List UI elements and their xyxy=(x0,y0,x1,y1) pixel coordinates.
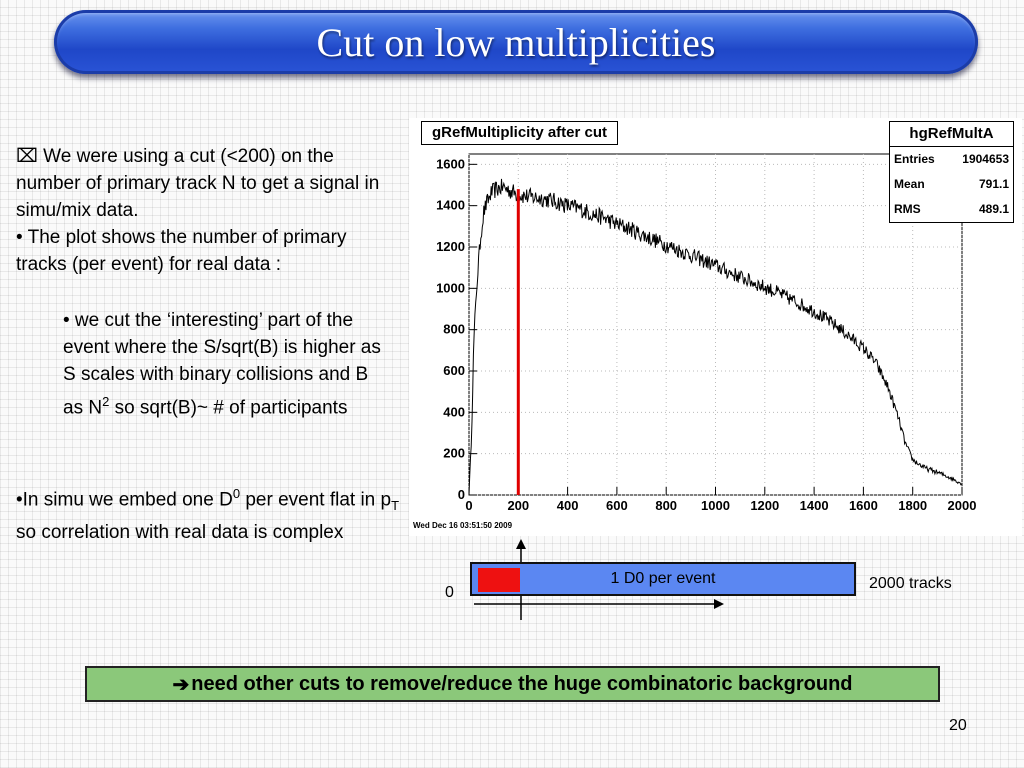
x-tick-label: 1800 xyxy=(898,498,927,513)
y-tick-label: 200 xyxy=(443,446,465,461)
y-tick-label: 1600 xyxy=(436,156,465,171)
y-tick-label: 800 xyxy=(443,322,465,337)
stats-row-mean: Mean 791.1 xyxy=(890,172,1013,197)
arrow-right-icon xyxy=(714,599,724,609)
bullet-text: so sqrt(B)~ # of participants xyxy=(109,397,348,419)
stats-label: Entries xyxy=(894,152,935,166)
stats-value: 489.1 xyxy=(978,202,1009,216)
superscript: 2 xyxy=(102,394,110,409)
histogram-chart: 0 200 400 600 800 1000 1200 1400 1600 1800 2000 0 20… xyxy=(436,153,977,513)
stats-box: hgRefMultA Entries 1904653 Mean 791.1 RM… xyxy=(889,121,1014,223)
y-tick-label: 0 xyxy=(458,487,465,502)
bullet-icon: • xyxy=(16,489,23,511)
x-tick-label: 2000 xyxy=(948,498,977,513)
y-tick-label: 1400 xyxy=(436,198,465,213)
stats-value: 1904653 xyxy=(962,152,1009,166)
bullet-text: The plot shows the number of primary tra… xyxy=(16,227,347,275)
superscript: 0 xyxy=(232,486,241,501)
stats-row-rms: RMS 489.1 xyxy=(890,197,1013,222)
slide-title-bar: Cut on low multiplicities xyxy=(54,10,978,74)
track-end-label: 2000 tracks xyxy=(869,575,952,592)
y-tick-label: 1200 xyxy=(436,239,465,254)
stats-label: Mean xyxy=(894,177,925,191)
stats-row-entries: Entries 1904653 xyxy=(890,147,1013,172)
bullet-text: per event flat in p xyxy=(240,489,392,511)
bullet-text: In simu we embed one D xyxy=(22,489,233,511)
x-tick-label: 0 xyxy=(465,498,472,513)
chart-datestamp: Wed Dec 16 03:51:50 2009 xyxy=(413,521,513,530)
x-tick-label: 1000 xyxy=(701,498,730,513)
bullet-plot-description: • The plot shows the number of primary t… xyxy=(16,224,386,278)
bullet-text: we cut the ‘interesting’ part of the eve… xyxy=(63,310,381,419)
arrow-up-icon xyxy=(516,539,526,549)
stats-name: hgRefMultA xyxy=(890,122,1013,147)
histogram-panel: 0 200 400 600 800 1000 1200 1400 1600 1800 2000 0 20… xyxy=(409,118,1022,536)
x-tick-label: 600 xyxy=(606,498,628,513)
y-tick-label: 600 xyxy=(443,363,465,378)
x-tick-label: 1200 xyxy=(750,498,779,513)
x-tick-label: 200 xyxy=(507,498,529,513)
cut-region xyxy=(478,568,520,592)
bullet-icon: • xyxy=(16,227,23,248)
conclusion-text: need other cuts to remove/reduce the hug… xyxy=(191,672,853,695)
y-tick-label: 400 xyxy=(443,404,465,419)
x-tick-label: 800 xyxy=(655,498,677,513)
histogram-line xyxy=(468,178,962,496)
track-bar-label: 1 D0 per event xyxy=(610,570,716,587)
conclusion-box: ➔ need other cuts to remove/reduce the h… xyxy=(85,666,940,702)
bullet-icon: • xyxy=(63,310,70,331)
x-tick-label: 1400 xyxy=(800,498,829,513)
bullet-text: We were using a cut (<200) on the number… xyxy=(16,146,380,221)
bullet-interesting-part: • we cut the ‘interesting’ part of the e… xyxy=(63,307,393,421)
x-tick-label: 400 xyxy=(557,498,579,513)
bullet-text: so correlation with real data is complex xyxy=(16,522,344,544)
x-tick-label: 1600 xyxy=(849,498,878,513)
track-start-label: 0 xyxy=(445,584,454,601)
track-range-bar: 1 D0 per event xyxy=(470,562,856,596)
bullet-embedding: •In simu we embed one D0 per event flat … xyxy=(16,480,401,546)
subscript: T xyxy=(391,498,400,514)
stats-label: RMS xyxy=(894,202,921,216)
bullet-cut-description: ⌧ We were using a cut (<200) on the numb… xyxy=(16,143,396,224)
arrow-right-icon: ➔ xyxy=(172,673,190,696)
chart-title: gRefMultiplicity after cut xyxy=(421,121,619,145)
stats-value: 791.1 xyxy=(978,177,1009,191)
page-number: 20 xyxy=(949,717,967,734)
y-tick-label: 1000 xyxy=(436,280,465,295)
slide-title: Cut on low multiplicities xyxy=(316,19,716,65)
checkbox-cross-icon: ⌧ xyxy=(16,146,38,167)
